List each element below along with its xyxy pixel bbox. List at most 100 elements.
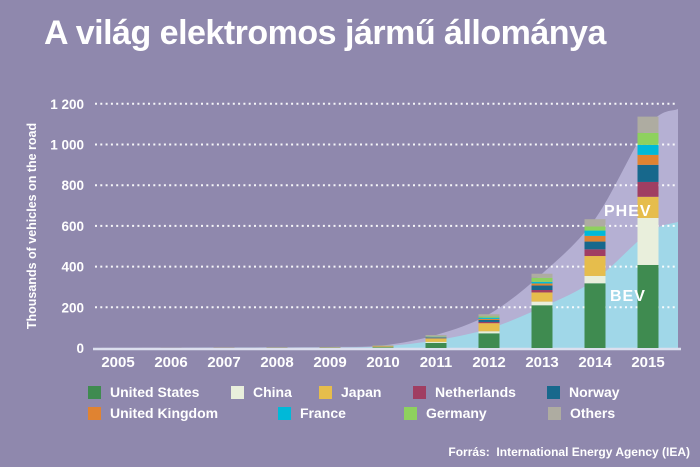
bar-2014 [584, 219, 606, 348]
bar-segment [584, 235, 606, 242]
bar-segment [372, 346, 394, 348]
x-tick-label: 2006 [154, 354, 187, 371]
annotation-phev: PHEV [604, 203, 652, 220]
bar-segment [584, 230, 606, 236]
bar-segment [637, 154, 659, 165]
legend-label: Others [570, 405, 616, 421]
legend-swatch [319, 385, 332, 399]
bar-segment [637, 164, 659, 182]
y-tick-label: 400 [61, 260, 84, 275]
bar-segment [478, 319, 500, 322]
bar-segment [531, 301, 553, 306]
source-credit: Forrás: International Energy Agency (IEA… [448, 445, 690, 459]
y-tick-label: 800 [61, 178, 84, 193]
y-axis-ticks: 0 200 400 600 800 1 000 1 200 [50, 97, 84, 356]
y-tick-label: 1 000 [50, 138, 84, 153]
annotation-bev: BEV [610, 288, 646, 305]
legend-item-united-states: United States [88, 384, 199, 400]
bar-segment [372, 347, 394, 348]
legend-label: Japan [341, 384, 382, 400]
legend-swatch [231, 385, 244, 399]
legend-item-united-kingdom: United Kingdom [88, 405, 218, 421]
bar-segment [425, 337, 447, 339]
bar-segment [584, 241, 606, 250]
legend-label: France [300, 405, 346, 421]
bar-segment [478, 318, 500, 320]
bar-segment [478, 331, 500, 334]
bar-segment [584, 283, 606, 348]
bar-segment [531, 290, 553, 293]
legend-label: Germany [426, 405, 487, 421]
bar-segment [425, 342, 447, 348]
bar-segment [584, 226, 606, 231]
bar-segment [637, 196, 659, 218]
bar-segment [531, 281, 553, 284]
legend-swatch [404, 406, 417, 420]
x-tick-label: 2011 [420, 354, 453, 371]
bar-2010 [372, 345, 394, 348]
y-tick-label: 1 200 [50, 97, 84, 112]
bar-segment [531, 285, 553, 291]
legend-item-france: France [278, 405, 346, 421]
bar-segment [478, 323, 500, 332]
x-axis-ticks: 2005 2006 2007 2008 2009 2010 2011 2012 2013 2014… [101, 354, 664, 371]
legend-label: United Kingdom [110, 405, 219, 421]
bar-2011 [425, 334, 447, 348]
bar-segment [584, 219, 606, 227]
legend-swatch [413, 385, 426, 399]
y-tick-label: 0 [76, 341, 84, 356]
legend-label: Netherlands [435, 384, 516, 400]
bar-segment [478, 317, 500, 319]
bar-2009 [319, 346, 341, 348]
legend-swatch [548, 406, 561, 420]
bar-segment [637, 116, 659, 133]
bars [160, 116, 659, 348]
bar-segment [637, 132, 659, 145]
legend-item-germany: Germany [404, 405, 487, 421]
legend-item-others: Others [548, 405, 615, 421]
x-tick-label: 2009 [313, 354, 346, 371]
bar-segment [584, 275, 606, 284]
gridlines [95, 102, 676, 309]
x-tick-label: 2005 [101, 354, 134, 371]
bar-segment [637, 144, 659, 155]
bar-segment [637, 264, 659, 348]
legend-item-netherlands: Netherlands [413, 384, 516, 400]
bar-segment [478, 333, 500, 348]
bar-segment [478, 314, 500, 317]
chart-title: A világ elektromos jármű állománya [44, 14, 606, 52]
x-tick-label: 2010 [366, 354, 399, 371]
bar-2013 [531, 273, 553, 348]
bar-segment [425, 334, 447, 337]
legend-item-norway: Norway [547, 384, 620, 400]
bar-segment [584, 256, 606, 276]
bar-segment [531, 273, 553, 278]
bar-2012 [478, 314, 500, 348]
bar-segment [584, 249, 606, 257]
bar-segment [425, 338, 447, 342]
x-tick-label: 2008 [260, 354, 293, 371]
x-tick-label: 2013 [525, 354, 558, 371]
legend-label: Norway [569, 384, 620, 400]
x-tick-label: 2015 [631, 354, 664, 371]
y-tick-label: 200 [61, 300, 84, 315]
legend-item-japan: Japan [319, 384, 381, 400]
x-tick-label: 2014 [578, 354, 612, 371]
x-tick-label: 2012 [472, 354, 505, 371]
legend-swatch [88, 385, 101, 399]
y-tick-label: 600 [61, 219, 84, 234]
legend-swatch [547, 385, 560, 399]
legend-swatch [88, 406, 101, 420]
legend-label: United States [110, 384, 200, 400]
bar-2015 [637, 116, 659, 348]
legend-label: China [253, 384, 292, 400]
legend-swatch [278, 406, 291, 420]
bar-segment [531, 292, 553, 302]
bar-segment [478, 321, 500, 324]
bar-segment [531, 283, 553, 286]
bar-2008 [266, 347, 288, 348]
bar-segment [425, 341, 447, 343]
x-tick-label: 2007 [207, 354, 240, 371]
